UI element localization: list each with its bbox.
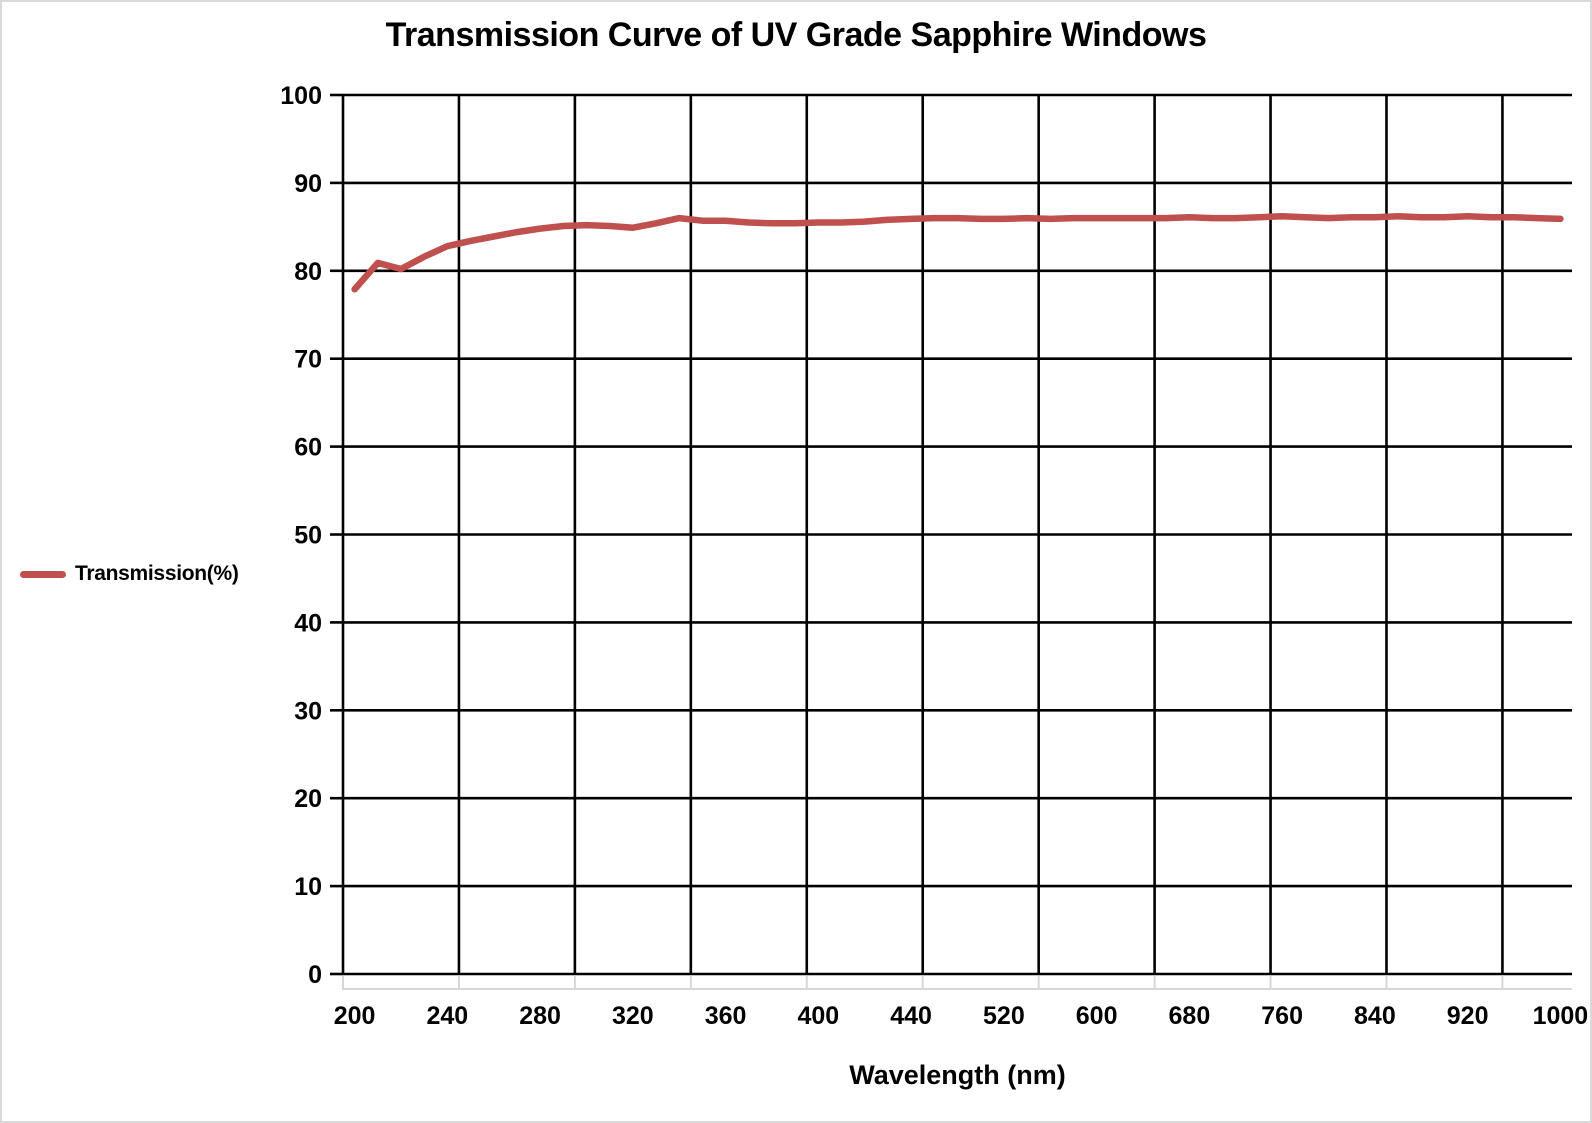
x-tick-label: 240 bbox=[426, 1002, 468, 1030]
y-tick-label: 30 bbox=[294, 697, 322, 725]
x-tick-label: 680 bbox=[1169, 1002, 1211, 1030]
x-tick-label: 760 bbox=[1261, 1002, 1303, 1030]
x-tick-label: 520 bbox=[983, 1002, 1025, 1030]
x-tick-label: 280 bbox=[519, 1002, 561, 1030]
chart-title: Transmission Curve of UV Grade Sapphire … bbox=[385, 16, 1207, 54]
y-tick-label: 20 bbox=[294, 785, 322, 813]
y-tick-label: 0 bbox=[308, 961, 322, 989]
x-tick-label: 200 bbox=[334, 1002, 376, 1030]
y-tick-label: 100 bbox=[280, 82, 322, 110]
x-axis-title: Wavelength (nm) bbox=[849, 1060, 1066, 1090]
y-tick-label: 50 bbox=[294, 522, 322, 550]
y-tick-label: 80 bbox=[294, 258, 322, 286]
x-tick-label: 920 bbox=[1447, 1002, 1489, 1030]
x-tick-label: 1000 bbox=[1533, 1002, 1589, 1030]
legend: Transmission(%) bbox=[20, 562, 239, 586]
x-tick-label: 360 bbox=[705, 1002, 747, 1030]
y-tick-label: 10 bbox=[294, 873, 322, 901]
legend-series-label: Transmission(%) bbox=[75, 562, 239, 585]
y-tick-label: 60 bbox=[294, 434, 322, 462]
x-tick-label: 600 bbox=[1076, 1002, 1118, 1030]
y-tick-label: 90 bbox=[294, 170, 322, 198]
x-tick-label: 440 bbox=[890, 1002, 932, 1030]
legend-line-swatch bbox=[20, 570, 66, 578]
transmission-curve bbox=[351, 213, 1564, 293]
x-tick-label: 400 bbox=[798, 1002, 840, 1030]
x-tick-label: 840 bbox=[1354, 1002, 1396, 1030]
x-tick-label: 320 bbox=[612, 1002, 654, 1030]
y-tick-label: 70 bbox=[294, 346, 322, 374]
y-tick-label: 40 bbox=[294, 609, 322, 637]
